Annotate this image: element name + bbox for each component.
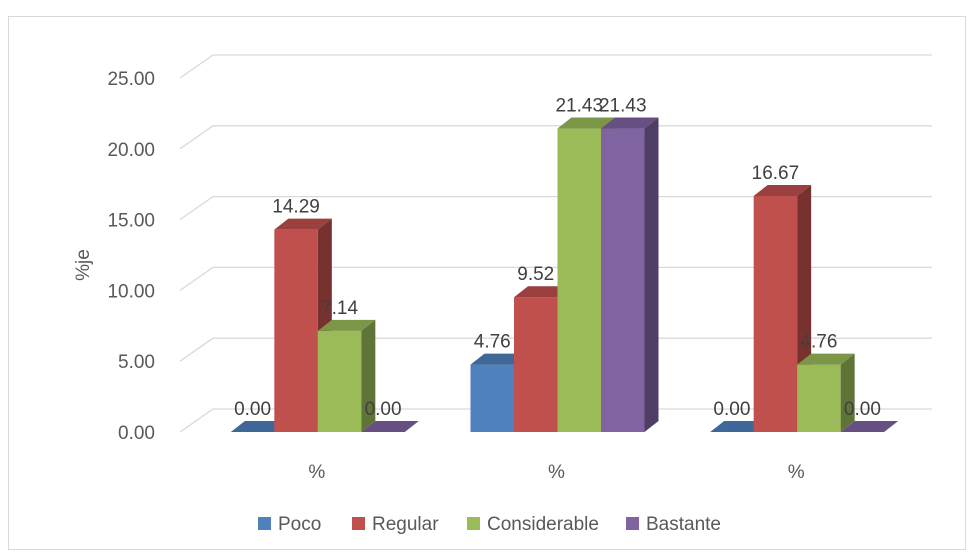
legend-swatch xyxy=(626,517,639,530)
y-tick-label: 25.00 xyxy=(107,69,155,90)
y-tick-label: 5.00 xyxy=(118,352,155,373)
bar-poco-3 xyxy=(710,421,768,432)
gridline xyxy=(179,54,932,79)
bar-bastante-3 xyxy=(840,421,899,432)
gridline xyxy=(179,337,932,362)
gridline xyxy=(179,408,932,433)
y-tick-label: 0.00 xyxy=(118,423,155,444)
bar-considerable-1 xyxy=(317,319,376,432)
bar-considerable-3 xyxy=(797,353,855,432)
y-tick-label: 20.00 xyxy=(107,140,155,161)
legend-label: Poco xyxy=(278,514,321,535)
legend-label: Bastante xyxy=(646,514,721,535)
y-tick-label: 15.00 xyxy=(107,211,155,232)
data-label: 4.76 xyxy=(474,332,511,353)
bar-bastante-1 xyxy=(361,421,419,432)
data-label: 4.76 xyxy=(800,332,837,353)
data-label: 0.00 xyxy=(713,399,750,420)
legend-swatch xyxy=(258,517,271,530)
x-category-label: % xyxy=(308,462,325,483)
bars xyxy=(230,117,899,432)
legend-item-considerable: Considerable xyxy=(467,514,599,535)
x-category-label: % xyxy=(788,462,805,483)
y-axis-title: %je xyxy=(73,249,94,281)
legend-swatch xyxy=(352,517,365,530)
bar-poco-1 xyxy=(230,421,289,432)
x-category-label: % xyxy=(548,462,565,483)
legend-item-bastante: Bastante xyxy=(626,514,721,535)
legend-label: Considerable xyxy=(487,514,599,535)
data-label: 0.00 xyxy=(365,399,402,420)
gridline xyxy=(179,195,932,221)
gridline xyxy=(179,125,932,150)
y-tick-label: 10.00 xyxy=(107,281,155,302)
data-label: 9.52 xyxy=(517,264,554,285)
y-axis-ticks: 0.00 5.00 10.00 15.00 20.00 25.00 xyxy=(107,69,155,444)
data-label: 14.29 xyxy=(272,197,320,218)
data-label: 0.00 xyxy=(234,399,271,420)
data-label: 16.67 xyxy=(752,163,800,184)
data-label: 0.00 xyxy=(844,399,881,420)
legend-item-regular: Regular xyxy=(352,514,439,535)
data-label: 21.43 xyxy=(599,96,647,117)
bar-bastante-2 xyxy=(601,117,659,432)
x-axis-categories: %%% xyxy=(308,462,804,483)
gridlines xyxy=(179,54,932,433)
data-label: 21.43 xyxy=(555,96,603,117)
legend: Poco Regular Considerable Bastante xyxy=(258,514,721,535)
data-label: 7.14 xyxy=(321,298,358,319)
legend-item-poco: Poco xyxy=(258,514,321,535)
gridline xyxy=(179,266,932,291)
legend-swatch xyxy=(467,517,480,530)
legend-label: Regular xyxy=(372,514,439,535)
